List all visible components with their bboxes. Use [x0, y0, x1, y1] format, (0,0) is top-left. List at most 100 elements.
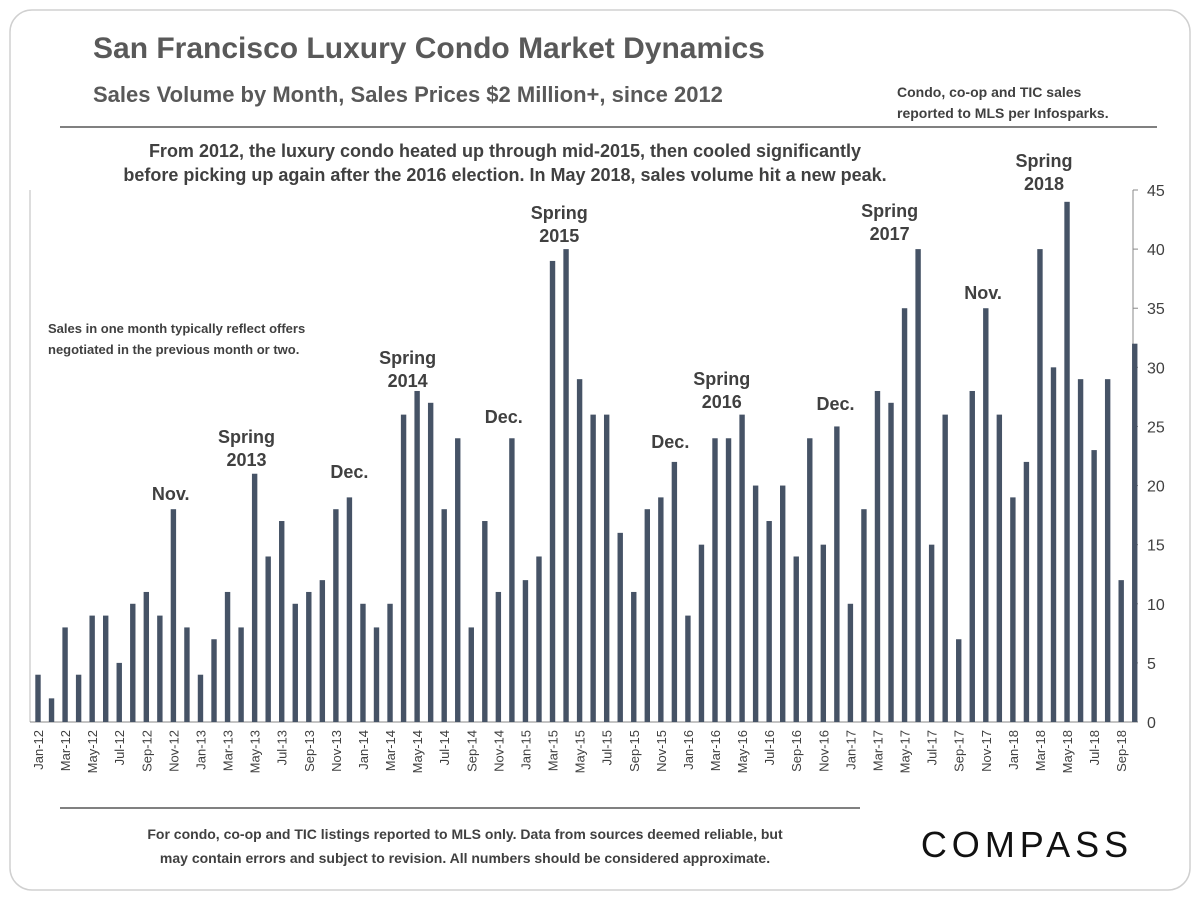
bar	[1077, 379, 1084, 722]
bar	[75, 674, 82, 722]
bar	[644, 509, 650, 722]
bar	[387, 603, 393, 722]
bar	[468, 627, 474, 722]
bar	[373, 627, 380, 722]
bar	[915, 249, 921, 722]
bar	[1010, 497, 1016, 722]
y-tick-label: 0	[1147, 715, 1156, 732]
bar	[509, 438, 515, 722]
x-tick-label: Nov-15	[654, 730, 669, 772]
bar	[455, 438, 461, 722]
x-tick-label: May-16	[735, 730, 750, 773]
bar	[820, 544, 827, 722]
annotation: Nov.	[964, 283, 1002, 303]
x-tick-label: Sep-18	[1114, 730, 1129, 772]
bar	[265, 556, 271, 722]
bar	[35, 674, 41, 722]
bar	[319, 580, 326, 722]
bar	[62, 627, 68, 722]
x-tick-label: Nov-16	[816, 730, 831, 772]
x-tick-label: Mar-16	[708, 730, 723, 771]
bar	[685, 615, 691, 722]
bar	[766, 521, 772, 722]
bar	[1132, 343, 1138, 722]
logo: COMPASS	[921, 824, 1133, 865]
bar	[157, 615, 163, 722]
y-tick-label: 40	[1147, 242, 1165, 259]
x-tick-label: Jan-12	[31, 730, 46, 770]
bar	[752, 485, 759, 722]
x-tick-label: Nov-13	[329, 730, 344, 772]
x-tick-label: Mar-18	[1033, 730, 1048, 771]
bar	[211, 639, 217, 722]
x-tick-label: Jul-12	[112, 730, 127, 765]
x-tick-label: Mar-14	[383, 730, 398, 771]
annotation: Dec.	[330, 462, 368, 482]
x-tick-label: Jan-17	[843, 730, 858, 770]
bar	[1104, 379, 1111, 722]
annotation: Spring	[531, 203, 588, 223]
x-tick-label: Sep-13	[302, 730, 317, 772]
annotation: 2017	[870, 224, 910, 244]
y-tick-label: 20	[1147, 479, 1165, 496]
note: Condo, co-op and TIC sales	[897, 84, 1082, 100]
bar	[292, 603, 298, 722]
bar	[360, 603, 366, 722]
bar	[224, 591, 231, 722]
bar	[549, 260, 556, 722]
bar	[807, 438, 813, 722]
x-tick-label: May-17	[898, 730, 913, 773]
bar	[1064, 201, 1070, 723]
x-tick-label: Nov-14	[491, 730, 506, 772]
bar	[116, 662, 122, 722]
chart-subtitle: Sales Volume by Month, Sales Prices $2 M…	[93, 82, 723, 107]
x-tick-label: Mar-15	[546, 730, 561, 771]
bar	[861, 509, 867, 722]
bar	[536, 556, 542, 722]
annotation: 2013	[226, 450, 266, 470]
x-tick-label: Jul-17	[925, 730, 940, 765]
bar	[251, 473, 258, 722]
bar	[170, 509, 177, 722]
x-tick-label: May-14	[410, 730, 425, 773]
annotation: Dec.	[651, 432, 689, 452]
bar	[1050, 367, 1057, 722]
footnote: may contain errors and subject to revisi…	[160, 850, 770, 866]
bar	[333, 509, 339, 722]
bar	[482, 521, 488, 722]
description: From 2012, the luxury condo heated up th…	[149, 141, 861, 161]
x-tick-label: Jan-18	[1006, 730, 1021, 770]
x-tick-label: Sep-17	[952, 730, 967, 772]
annotation: 2018	[1024, 174, 1064, 194]
bar	[184, 627, 190, 722]
annotation: Spring	[379, 348, 436, 368]
bar	[793, 556, 799, 722]
bar	[1118, 580, 1124, 722]
bar	[89, 615, 95, 722]
y-tick-label: 30	[1147, 360, 1165, 377]
bar	[346, 497, 353, 722]
description: before picking up again after the 2016 e…	[123, 165, 886, 185]
bar	[48, 698, 55, 722]
bar	[928, 544, 935, 722]
x-tick-label: Sep-16	[789, 730, 804, 772]
bar	[414, 390, 420, 722]
note: reported to MLS per Infosparks.	[897, 105, 1109, 121]
bar	[874, 390, 881, 722]
bar	[996, 414, 1003, 722]
bar	[306, 591, 312, 722]
bar	[1037, 249, 1043, 722]
bar	[590, 414, 596, 722]
y-tick-label: 35	[1147, 301, 1165, 318]
bar	[847, 603, 854, 722]
bar	[780, 485, 786, 722]
annotation: 2016	[702, 392, 742, 412]
side-note: Sales in one month typically reflect off…	[48, 321, 305, 336]
chart-title: San Francisco Luxury Condo Market Dynami…	[93, 32, 765, 65]
bar	[563, 249, 569, 722]
x-tick-label: Jan-13	[193, 730, 208, 770]
x-tick-label: Jul-14	[437, 730, 452, 765]
annotation: Dec.	[485, 407, 523, 427]
x-tick-label: Mar-17	[870, 730, 885, 771]
bar	[130, 603, 136, 722]
